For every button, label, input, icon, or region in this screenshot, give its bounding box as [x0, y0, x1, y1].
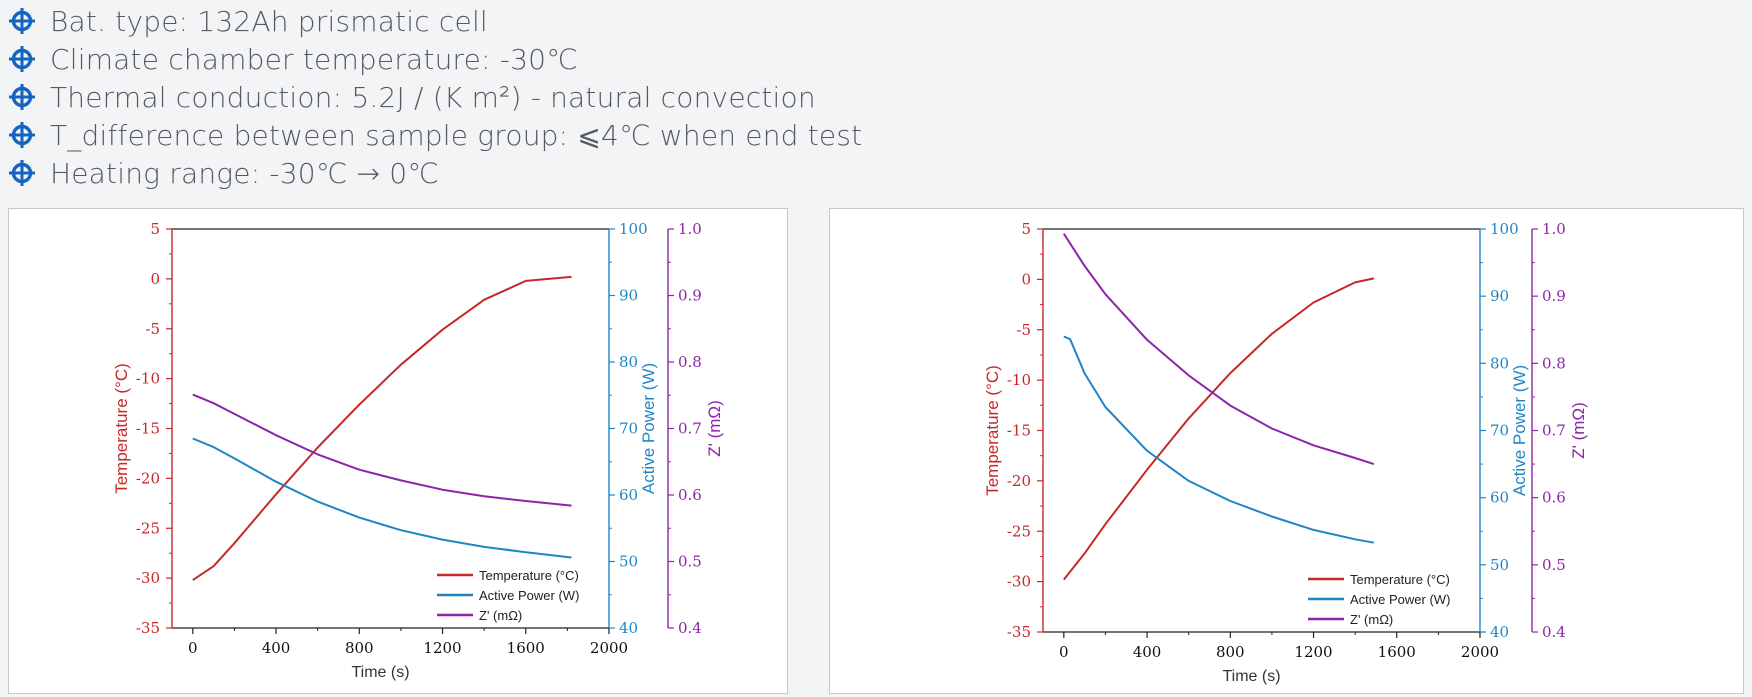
impedance-tick-label: 0.4	[678, 619, 702, 637]
impedance-tick-label: 0.5	[1542, 556, 1566, 574]
crosshair-icon	[9, 160, 35, 186]
power-tick-label: 40	[1490, 623, 1509, 641]
x-tick-label: 2000	[590, 639, 628, 657]
impedance-tick-label: 0.9	[1542, 287, 1566, 305]
x-tick-label: 1600	[1378, 643, 1416, 661]
x-tick-label: 400	[1133, 643, 1162, 661]
power-tick-label: 40	[619, 619, 638, 637]
impedance-tick-label: 0.8	[1542, 354, 1566, 372]
impedance-axis-label: Z' (mΩ)	[1569, 402, 1588, 459]
temperature-tick-label: -20	[136, 469, 160, 487]
spec-text: Thermal conduction: 5.2J / (K m²) - natu…	[50, 80, 816, 114]
impedance-tick-label: 0.6	[678, 486, 702, 504]
crosshair-icon	[9, 122, 35, 148]
spec-text: Bat. type: 132Ah prismatic cell	[50, 4, 488, 38]
power-tick-label: 80	[1490, 354, 1509, 372]
crosshair-icon	[9, 8, 35, 34]
power-tick-label: 80	[619, 353, 638, 371]
x-tick-label: 0	[1059, 643, 1069, 661]
power-tick-label: 100	[1490, 220, 1519, 238]
temperature-tick-label: -10	[1007, 371, 1031, 389]
x-axis-label: Time (s)	[351, 664, 409, 681]
x-tick-label: 0	[188, 639, 198, 657]
power-tick-label: 70	[1490, 422, 1509, 440]
legend-label: Active Power (W)	[1350, 592, 1450, 607]
impedance-series-line	[192, 393, 572, 507]
power-tick-label: 90	[619, 287, 638, 305]
temperature-tick-label: -20	[1007, 472, 1031, 490]
spec-text: T_difference between sample group: ⩽4℃ w…	[50, 118, 863, 152]
temperature-tick-label: -5	[1016, 321, 1031, 339]
temperature-tick-label: 0	[1021, 270, 1031, 288]
power-axis-label: Active Power (W)	[1510, 365, 1529, 496]
spec-text: Climate chamber temperature: -30℃	[50, 42, 578, 76]
impedance-tick-label: 0.4	[1542, 623, 1566, 641]
active-power-series-line	[1063, 335, 1375, 544]
spec-item-chamber-temperature: Climate chamber temperature: -30℃	[8, 40, 862, 78]
power-tick-label: 50	[619, 553, 638, 571]
impedance-tick-label: 0.6	[1542, 489, 1566, 507]
temperature-axis-label: Temperature (°C)	[112, 363, 131, 494]
x-tick-label: 800	[1216, 643, 1245, 661]
temperature-tick-label: -35	[136, 619, 160, 637]
temperature-tick-label: 5	[1021, 220, 1031, 238]
x-tick-label: 400	[262, 639, 291, 657]
chart-panel-right: 0 400 800 1200 1600 2000 Time (s) 5 0 -5 -10 -15 -20…	[829, 208, 1744, 694]
spec-text: Heating range: -30℃ → 0℃	[50, 156, 439, 190]
temperature-axis-label: Temperature (°C)	[983, 365, 1002, 496]
spec-item-heating-range: Heating range: -30℃ → 0℃	[8, 154, 862, 192]
temperature-tick-label: -25	[1007, 522, 1031, 540]
impedance-series-line	[1062, 233, 1375, 466]
power-tick-label: 100	[619, 220, 648, 238]
impedance-tick-label: 1.0	[678, 220, 702, 238]
power-tick-label: 90	[1490, 287, 1509, 305]
spec-item-temperature-difference: T_difference between sample group: ⩽4℃ w…	[8, 116, 862, 154]
legend-label: Active Power (W)	[479, 588, 579, 603]
legend-label: Z' (mΩ)	[479, 608, 522, 623]
temperature-tick-label: -5	[145, 320, 160, 338]
crosshair-icon	[9, 84, 35, 110]
impedance-tick-label: 1.0	[1542, 220, 1566, 238]
spec-item-thermal-conduction: Thermal conduction: 5.2J / (K m²) - natu…	[8, 78, 862, 116]
spec-item-battery-type: Bat. type: 132Ah prismatic cell	[8, 2, 862, 40]
legend-label: Temperature (°C)	[1350, 572, 1450, 587]
power-tick-label: 50	[1490, 556, 1509, 574]
impedance-tick-label: 0.9	[678, 287, 702, 305]
power-tick-label: 60	[619, 486, 638, 504]
power-tick-label: 60	[1490, 489, 1509, 507]
temperature-tick-label: -15	[1007, 422, 1031, 440]
power-axis-label: Active Power (W)	[639, 363, 658, 494]
chart-panel-left: 0 400 800 1200 1600 2000 Time (s) 5 0 -5 -10 -15 -20…	[8, 208, 788, 694]
temperature-tick-label: -30	[136, 569, 160, 587]
temperature-tick-label: -25	[136, 519, 160, 537]
x-tick-label: 1600	[507, 639, 545, 657]
legend-label: Z' (mΩ)	[1350, 612, 1393, 627]
x-tick-label: 800	[345, 639, 374, 657]
power-tick-label: 70	[619, 420, 638, 438]
crosshair-icon	[9, 46, 35, 72]
x-axis-label: Time (s)	[1222, 668, 1280, 685]
temperature-tick-label: 5	[150, 220, 160, 238]
temperature-tick-label: 0	[150, 270, 160, 288]
temperature-tick-label: -10	[136, 370, 160, 388]
impedance-tick-label: 0.8	[678, 353, 702, 371]
x-tick-label: 1200	[423, 639, 461, 657]
temperature-series-line	[1063, 277, 1375, 581]
x-tick-label: 1200	[1294, 643, 1332, 661]
active-power-series-line	[192, 437, 572, 559]
impedance-axis-label: Z' (mΩ)	[705, 400, 724, 457]
temperature-tick-label: -30	[1007, 573, 1031, 591]
impedance-tick-label: 0.5	[678, 553, 702, 571]
impedance-tick-label: 0.7	[678, 420, 702, 438]
spec-list: Bat. type: 132Ah prismatic cell Climate …	[8, 2, 862, 192]
temperature-series-line	[192, 275, 572, 581]
impedance-tick-label: 0.7	[1542, 422, 1566, 440]
temperature-tick-label: -35	[1007, 623, 1031, 641]
legend-label: Temperature (°C)	[479, 568, 579, 583]
x-tick-label: 2000	[1461, 643, 1499, 661]
temperature-tick-label: -15	[136, 420, 160, 438]
